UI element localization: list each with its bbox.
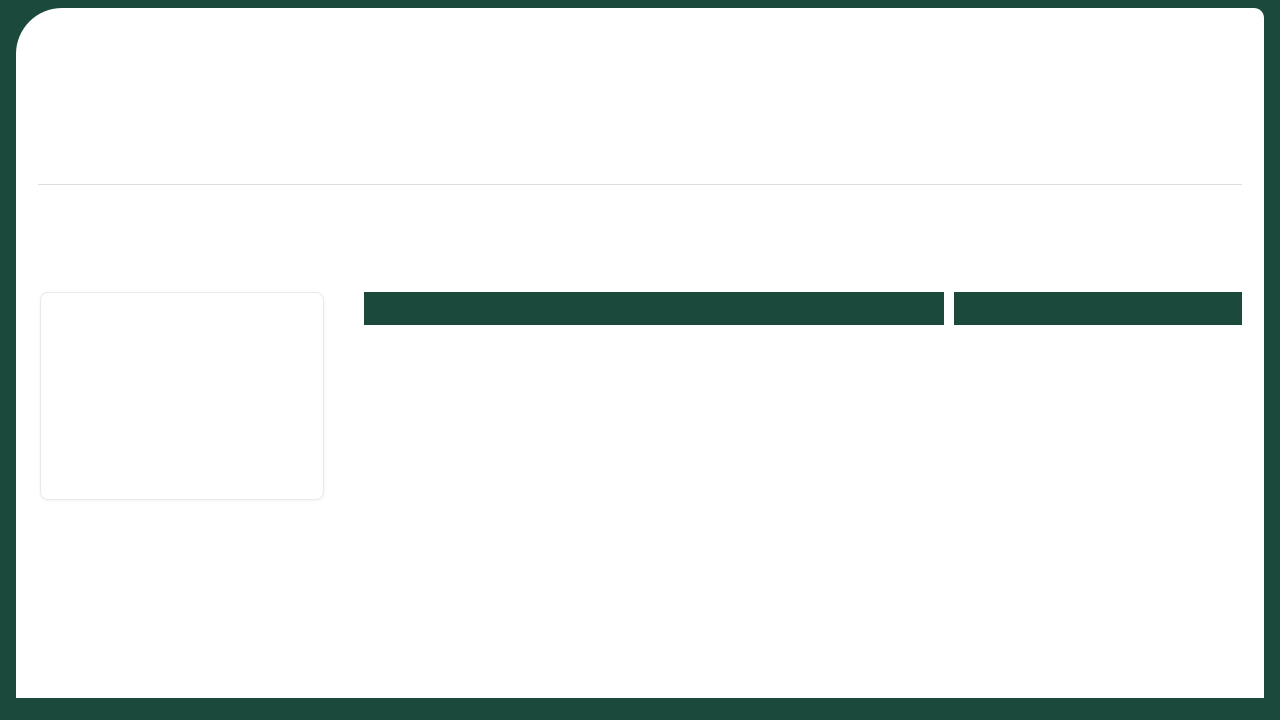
footer-note	[0, 698, 1280, 720]
content-card	[16, 8, 1264, 698]
sessions-line-chart	[364, 329, 1242, 501]
total-sessions-stat-bar	[954, 292, 1242, 325]
sessions-donut-chart[interactable]	[40, 292, 324, 500]
donut-labels	[41, 293, 323, 499]
kpi-row	[24, 136, 1256, 288]
total-sessions-title-bar	[364, 292, 944, 325]
chart-headers	[364, 292, 1242, 325]
total-sessions-chart-panel[interactable]	[364, 292, 1242, 502]
